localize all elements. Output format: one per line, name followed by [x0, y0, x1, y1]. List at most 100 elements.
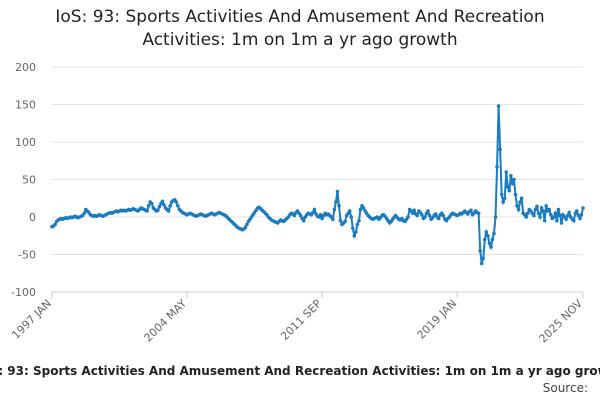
data-point [482, 237, 487, 242]
data-point [532, 213, 536, 218]
data-point [331, 217, 335, 222]
data-point [519, 196, 524, 201]
data-point [350, 226, 355, 231]
data-point [343, 219, 347, 224]
data-point [576, 213, 581, 218]
data-point [512, 177, 516, 182]
data-point [412, 208, 416, 213]
data-point [538, 215, 542, 219]
data-point [245, 222, 249, 227]
data-point [160, 199, 165, 204]
y-tick-label: -50 [18, 249, 36, 262]
data-point [320, 216, 324, 221]
data-point [476, 211, 481, 216]
data-point [548, 212, 553, 217]
data-point [298, 213, 303, 218]
data-point [355, 222, 360, 227]
data-point [469, 208, 473, 213]
data-point [486, 233, 490, 238]
data-point [504, 170, 509, 174]
data-point [524, 215, 529, 219]
data-point [493, 215, 498, 219]
y-tick-label: 150 [15, 99, 36, 112]
data-point [166, 209, 171, 213]
data-point [518, 200, 522, 204]
data-point [487, 241, 492, 246]
data-point [162, 203, 166, 207]
data-point [243, 225, 248, 230]
x-tick-label: 2004 MAY [142, 297, 190, 345]
x-tick-label: 2011 SEP [278, 297, 324, 343]
data-point [433, 212, 438, 216]
y-tick-label: -100 [11, 286, 36, 299]
data-point [542, 218, 547, 223]
data-point [484, 230, 489, 234]
data-point [492, 231, 496, 236]
data-point [174, 200, 179, 204]
data-point [565, 213, 570, 218]
data-point [427, 213, 432, 218]
data-point [426, 209, 430, 213]
series-line [51, 105, 584, 264]
data-point [145, 209, 149, 213]
data-point [578, 216, 582, 221]
data-point [352, 233, 357, 238]
data-point [157, 204, 162, 209]
data-point [559, 221, 564, 225]
data-point [481, 256, 486, 261]
data-point [334, 200, 338, 204]
data-point [558, 213, 562, 218]
data-point [539, 206, 544, 210]
data-point [515, 203, 519, 208]
source: Source: [542, 381, 588, 395]
data-point [358, 207, 363, 212]
data-point [496, 104, 501, 108]
data-point [535, 204, 539, 209]
data-point [337, 203, 341, 208]
data-point [441, 213, 446, 218]
data-point [553, 211, 558, 216]
data-point [301, 218, 306, 223]
data-point [547, 207, 552, 212]
data-point [513, 192, 518, 197]
data-point [581, 206, 585, 210]
data-point [567, 210, 571, 215]
y-tick-label: 0 [29, 211, 36, 224]
data-point [420, 212, 424, 217]
footer-title: IoS: 93: Sports Activities And Amusement… [0, 364, 600, 378]
data-point [318, 212, 323, 217]
data-point [292, 213, 297, 218]
data-point [53, 222, 57, 227]
y-tick-label: 200 [15, 61, 36, 74]
data-point [495, 164, 499, 169]
data-point [490, 237, 495, 242]
data-point [502, 196, 507, 201]
x-tick-label: 2025 NOV [537, 297, 586, 346]
data-point [335, 189, 340, 194]
data-point [406, 215, 410, 219]
y-tick-label: 100 [15, 136, 36, 149]
data-point [579, 212, 584, 217]
data-point [478, 248, 482, 253]
data-point [479, 261, 484, 266]
data-point [82, 211, 87, 216]
data-point [357, 218, 361, 223]
data-point [489, 245, 493, 249]
data-point [544, 203, 548, 208]
data-point [533, 207, 538, 212]
data-point [507, 188, 512, 193]
data-point [525, 211, 530, 216]
data-point [552, 215, 556, 219]
chart-title: IoS: 93: Sports Activities And Amusement… [55, 7, 545, 50]
data-point [347, 209, 352, 213]
data-point [338, 218, 343, 223]
data-point [506, 185, 510, 189]
data-point [501, 200, 505, 204]
data-point [571, 218, 576, 223]
data-point [176, 203, 180, 208]
data-point [499, 192, 504, 197]
x-tick-label: 2019 JAN [415, 297, 460, 342]
data-point [311, 210, 315, 215]
